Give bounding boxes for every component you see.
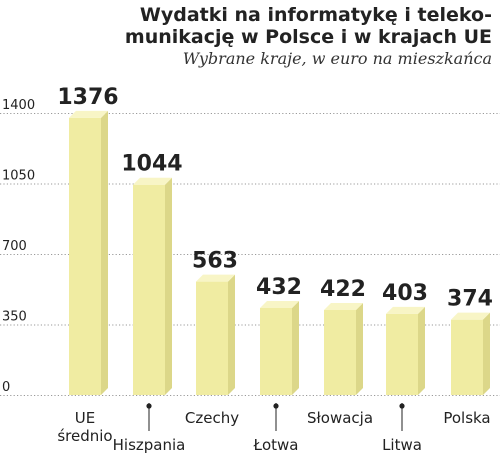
bar-top: [386, 306, 425, 314]
bar: [260, 300, 299, 395]
bar: [133, 177, 172, 395]
category-label: Słowacja: [307, 409, 373, 427]
bar-front: [69, 117, 101, 395]
category-label: Hiszpania: [113, 436, 186, 454]
bar-side: [292, 300, 299, 395]
bar-value-label: 1376: [57, 85, 118, 110]
bar-front: [196, 281, 228, 395]
bar-side: [418, 306, 425, 395]
bar-top: [324, 302, 363, 310]
bar-value-label: 1044: [121, 152, 182, 177]
chart-subtitle: Wybrane kraje, w euro na mieszkańca: [182, 49, 492, 68]
bar-top: [451, 312, 490, 320]
bar: [196, 274, 235, 395]
bar-top: [196, 274, 235, 282]
category-label: UE: [75, 409, 95, 427]
bar-front: [386, 313, 418, 395]
bar-value-label: 403: [382, 281, 428, 306]
category-label: Łotwa: [253, 436, 299, 454]
category-label: Czechy: [185, 409, 239, 427]
chart-title-line-1: Wydatki na informatykę i teleko-: [139, 4, 492, 26]
bar-side: [356, 302, 363, 395]
bar: [386, 306, 425, 395]
y-tick-label: 700: [2, 239, 27, 254]
y-tick-label: 1050: [2, 169, 35, 184]
bar-side: [228, 274, 235, 395]
bar-side: [101, 110, 108, 395]
bar-front: [324, 309, 356, 395]
category-label: średnio: [57, 427, 112, 445]
bar-front: [133, 184, 165, 395]
bar-front: [451, 319, 483, 395]
chart-title-line-2: munikację w Polsce i w krajach UE: [124, 26, 492, 48]
category-label: Polska: [443, 409, 490, 427]
category-leader-dot: [146, 403, 152, 409]
y-tick-label: 0: [2, 380, 10, 395]
bar-top: [69, 110, 108, 118]
bar-front: [260, 307, 292, 395]
bar: [451, 312, 490, 395]
chart-title-block: Wydatki na informatykę i teleko- munikac…: [0, 4, 492, 69]
y-tick-label: 350: [2, 310, 27, 325]
bar-value-label: 563: [192, 249, 238, 274]
bar-top: [260, 300, 299, 308]
category-leader-dot: [399, 403, 405, 409]
bar-side: [483, 312, 490, 395]
bar: [324, 302, 363, 395]
category-label: Litwa: [382, 436, 422, 454]
bar: [69, 110, 108, 395]
bar-top: [133, 177, 172, 185]
bar-value-label: 422: [320, 277, 366, 302]
bar-value-label: 432: [256, 275, 302, 300]
category-leader-dot: [273, 403, 279, 409]
bar-value-label: 374: [447, 287, 493, 312]
bar-side: [165, 177, 172, 395]
y-tick-label: 1400: [2, 98, 35, 113]
